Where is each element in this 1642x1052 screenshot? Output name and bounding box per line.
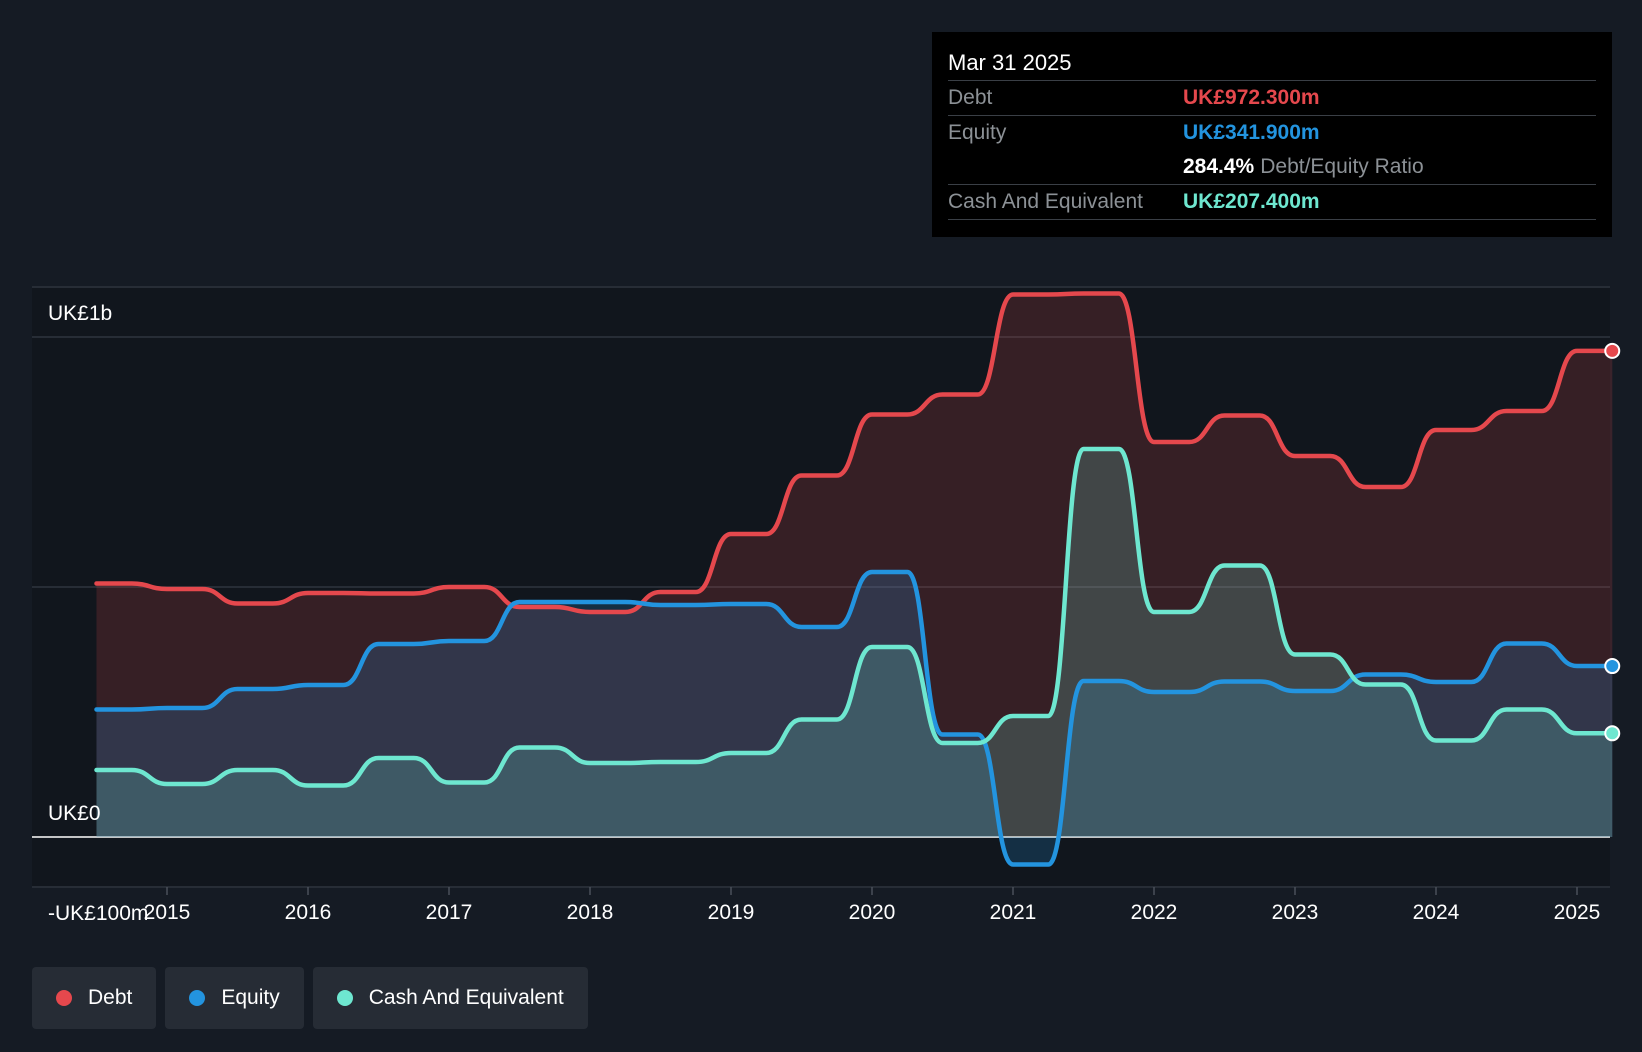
legend-dot-debt (56, 990, 72, 1006)
x-tick-label: 2023 (1272, 901, 1319, 924)
tooltip-cash-label: Cash And Equivalent (948, 190, 1143, 213)
legend-dot-cash (336, 990, 353, 1006)
tooltip-ratio-row: 284.4% Debt/Equity Ratio (948, 150, 1596, 185)
x-tick-label: 2022 (1131, 901, 1178, 924)
legend-dot-equity (189, 990, 206, 1006)
tooltip-panel: Mar 31 2025 Debt UK£972.300m Equity UK£3… (932, 32, 1612, 237)
area-equity (96, 572, 1613, 865)
series-end-dots (1604, 342, 1621, 742)
tooltip-ratio-value: 284.4% (1183, 155, 1255, 178)
tooltip-debt-value: UK£972.300m (1183, 86, 1320, 109)
x-tick-label: 2017 (426, 901, 473, 924)
line-debt (94, 291, 1615, 615)
series-lines (94, 291, 1615, 867)
legend-item-equity[interactable]: Equity (165, 967, 304, 1029)
y-tick-label: -UK£100m (48, 902, 148, 925)
x-tick-label: 2024 (1413, 901, 1460, 924)
tooltip-cash-value: UK£207.400m (1183, 190, 1320, 213)
end-dot-debt (1604, 342, 1621, 359)
x-tick-label: 2025 (1554, 901, 1601, 924)
line-cash-and-equivalent (94, 446, 1615, 788)
x-tick-label: 2016 (285, 901, 332, 924)
x-tick-label: 2020 (849, 901, 896, 924)
end-dot-cash-and-equivalent (1604, 725, 1621, 742)
tooltip-equity-row: Equity UK£341.900m (948, 116, 1596, 150)
tooltip-debt-label: Debt (948, 86, 993, 109)
area-cash-and-equivalent (96, 449, 1613, 837)
tooltip-equity-value: UK£341.900m (1183, 121, 1320, 144)
x-tick-label: 2018 (567, 901, 614, 924)
legend-label-cash: Cash And Equivalent (368, 986, 564, 1009)
x-tick-label: 2015 (144, 901, 191, 924)
legend-label-equity: Equity (221, 986, 280, 1009)
legend-item-cash[interactable]: Cash And Equivalent (312, 967, 588, 1029)
tooltip-debt-row: Debt UK£972.300m (948, 81, 1596, 116)
legend-item-debt[interactable]: Debt (32, 967, 157, 1029)
area-debt (96, 293, 1613, 837)
x-tick-label: 2019 (708, 901, 755, 924)
tooltip-equity-label: Equity (948, 121, 1007, 144)
tooltip-ratio-label: Debt/Equity Ratio (1260, 155, 1424, 178)
tooltip-date: Mar 31 2025 (948, 46, 1596, 81)
x-axis-labels: 2015 2016 2017 2018 2019 2020 2021 2022 2023 2024… (144, 887, 1601, 924)
series-areas (96, 293, 1613, 865)
legend: Debt Equity Cash And Equivalent (32, 967, 588, 1029)
end-dot-equity (1604, 658, 1621, 675)
y-axis-labels: UK£1b UK£0 -UK£100m (48, 302, 148, 925)
line-equity (94, 569, 1615, 867)
y-tick-label: UK£0 (48, 802, 101, 825)
tooltip-cash-row: Cash And Equivalent UK£207.400m (948, 185, 1596, 220)
y-tick-label: UK£1b (48, 302, 112, 325)
x-tick-label: 2021 (990, 901, 1037, 924)
legend-label-debt: Debt (88, 986, 133, 1009)
gridlines (32, 286, 1610, 888)
tooltip-ratio-spacer (948, 150, 1183, 184)
tooltip-ratio: 284.4% Debt/Equity Ratio (1183, 150, 1424, 184)
